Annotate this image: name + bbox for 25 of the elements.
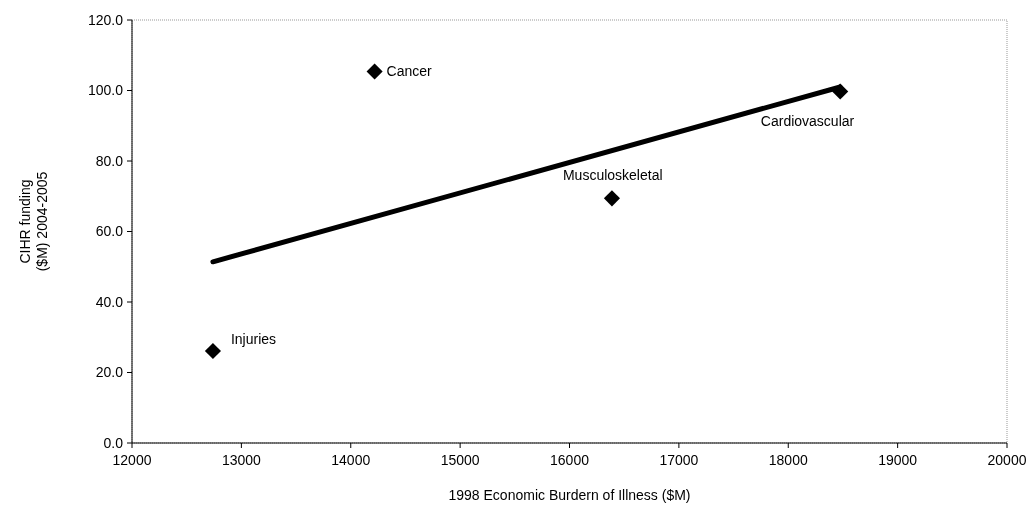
y-tick-label: 60.0 [95,223,124,240]
point [204,342,221,360]
x-tick-label: 17000 [659,452,699,468]
annotation: Injuries [230,330,277,347]
x-tick-label: 13000 [221,452,262,468]
x-axis-title: 1998 Economic Burdern of Illness ($M) [448,487,691,503]
y-tick-label: 100.0 [87,82,124,99]
y-tick-label: 40.0 [95,293,124,310]
annotation: Cardiovascular [760,113,855,130]
point [603,190,620,207]
x-tick-label: 12000 [112,452,152,468]
x-tick-label: 15000 [440,452,480,468]
y-tick-label: 0.0 [103,434,124,451]
x-tick-label: 14000 [331,452,371,468]
y-tick-label: 120.0 [87,11,124,28]
x-tick-label: 18000 [768,452,808,468]
y-tick-label: 20.0 [95,364,124,381]
x-tick-label: 20000 [987,452,1027,468]
y-axis-title: CIHR funding ($M) 2004-2005 [17,171,50,272]
x-tick-label: 16000 [550,452,590,468]
annotation: Musculoskeletal [562,167,663,184]
point [366,63,383,80]
x-tick-label: 19000 [878,452,918,468]
y-tick-label: 80.0 [95,152,124,169]
annotation: Cancer [386,63,433,80]
